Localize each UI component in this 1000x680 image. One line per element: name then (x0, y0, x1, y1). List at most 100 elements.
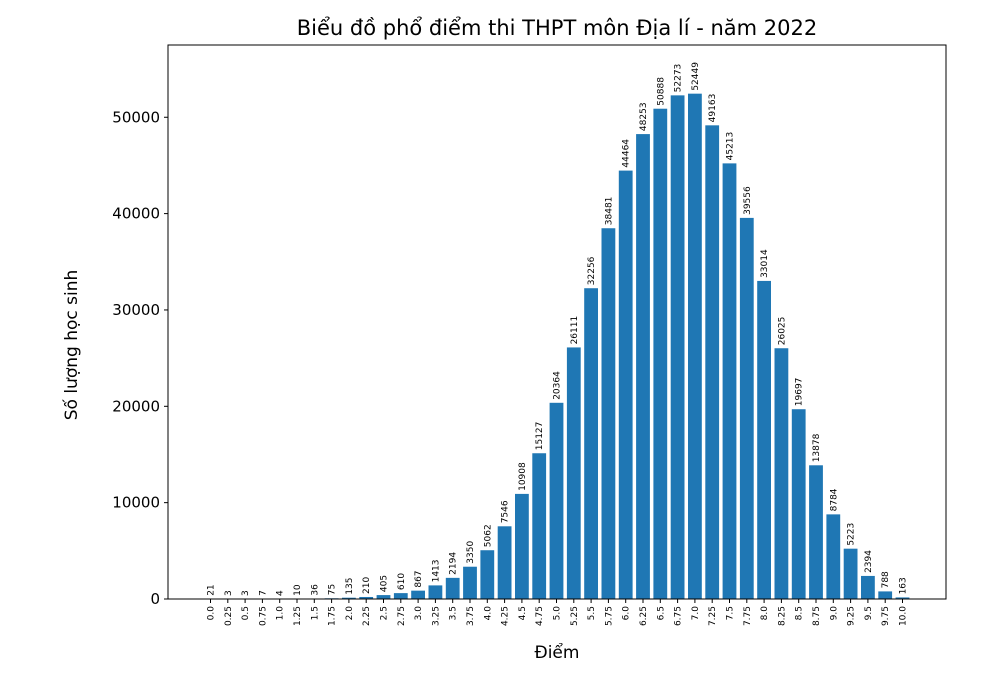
bar (705, 125, 720, 599)
data-label: 135 (345, 578, 355, 595)
bar (601, 228, 616, 600)
x-tick-label: 2.0 (345, 606, 355, 621)
x-tick-label: 1.25 (293, 606, 303, 626)
x-tick-label: 4.0 (483, 606, 493, 621)
chart-title: Biểu đồ phổ điểm thi THPT môn Địa lí - n… (297, 16, 818, 40)
data-label: 38481 (604, 197, 614, 226)
x-tick-label: 5.75 (604, 606, 614, 626)
y-tick-label: 20000 (112, 397, 160, 415)
x-tick-label: 4.75 (535, 606, 545, 626)
bar (480, 550, 495, 599)
data-label: 15127 (535, 422, 545, 451)
x-tick-label: 5.0 (553, 606, 563, 621)
x-tick-label: 2.5 (380, 606, 390, 620)
data-label: 44464 (622, 139, 632, 168)
x-tick-label: 6.75 (674, 606, 684, 626)
x-tick-label: 2.25 (362, 606, 372, 626)
bar (566, 347, 581, 599)
data-label: 5062 (483, 524, 493, 547)
data-label: 10 (293, 584, 303, 596)
bar (497, 526, 512, 599)
data-label: 3 (241, 590, 251, 596)
data-label: 10908 (518, 462, 528, 491)
x-tick-label: 6.25 (639, 606, 649, 626)
x-tick-label: 0.5 (241, 606, 251, 620)
bar (809, 465, 823, 599)
bar (618, 170, 633, 599)
data-label: 788 (881, 571, 891, 588)
plot-frame (167, 44, 947, 600)
x-tick-label: 8.75 (812, 606, 822, 626)
data-label: 867 (414, 570, 424, 587)
data-label: 4 (276, 590, 286, 596)
data-label: 50888 (656, 77, 666, 106)
x-tick-label: 3.25 (431, 606, 441, 626)
data-label: 13878 (812, 433, 822, 462)
data-label: 52449 (691, 62, 701, 91)
y-tick-label: 10000 (112, 494, 160, 512)
data-label: 32256 (587, 256, 597, 285)
bar (774, 348, 789, 599)
bar (584, 288, 598, 599)
x-tick-label: 8.25 (777, 606, 787, 626)
bar (670, 95, 685, 600)
data-label: 8784 (829, 488, 839, 511)
x-tick-label: 0.0 (207, 606, 217, 621)
data-label: 405 (380, 575, 390, 592)
data-label: 75 (328, 584, 338, 595)
bar (376, 595, 391, 599)
x-tick-label: 5.25 (570, 606, 580, 626)
bar (393, 593, 408, 599)
bar (688, 93, 702, 600)
x-tick-label: 9.75 (881, 606, 891, 626)
x-tick-label: 3.0 (414, 606, 424, 621)
x-tick-label: 1.0 (276, 606, 286, 621)
data-label: 7 (258, 590, 268, 596)
bar (532, 453, 547, 599)
x-tick-label: 4.25 (501, 606, 511, 626)
bar (826, 514, 841, 599)
data-label: 7546 (501, 500, 511, 523)
x-tick-label: 6.0 (622, 606, 632, 621)
x-tick-label: 1.75 (328, 606, 338, 626)
bar (739, 217, 754, 599)
data-label: 163 (899, 577, 909, 594)
data-label: 39556 (743, 186, 753, 215)
data-label: 36 (310, 584, 320, 596)
data-label: 5223 (847, 523, 857, 546)
bar (878, 591, 893, 599)
data-label: 19697 (795, 378, 805, 407)
bar (843, 548, 858, 599)
y-tick-label: 50000 (112, 108, 160, 126)
x-tick-label: 0.25 (224, 606, 234, 626)
x-tick-label: 8.5 (795, 606, 805, 620)
data-label: 3350 (466, 541, 476, 564)
x-tick-label: 4.5 (518, 606, 528, 620)
data-labels-group: 21 3 3 7 4 10 36 75 135 210 405 610 867 1413 2194 3350 5… (207, 62, 909, 596)
bar (445, 577, 460, 599)
x-tick-label: 9.25 (847, 606, 857, 626)
y-tick-label: 40000 (112, 205, 160, 223)
data-label: 45213 (726, 132, 736, 161)
data-label: 52273 (674, 64, 684, 93)
data-label: 21 (207, 584, 217, 595)
bar (722, 163, 737, 599)
x-tick-label: 9.0 (829, 606, 839, 621)
data-label: 49163 (708, 94, 718, 123)
x-tick-label: 7.75 (743, 606, 753, 626)
data-label: 33014 (760, 249, 770, 278)
bar (515, 493, 529, 599)
x-tick-label: 0.75 (258, 606, 268, 626)
x-tick-label: 7.0 (691, 606, 701, 621)
y-axis-label: Số lượng học sinh (61, 270, 82, 421)
bar (428, 585, 443, 599)
x-tick-label: 5.5 (587, 606, 597, 620)
bar (359, 596, 374, 599)
x-axis-label: Điểm (535, 642, 580, 663)
data-label: 48253 (639, 102, 649, 131)
bars-group (203, 93, 910, 600)
data-label: 2394 (864, 550, 874, 573)
y-axis: 0 10000 20000 30000 40000 50000 (112, 108, 168, 608)
x-tick-label: 6.5 (656, 606, 666, 620)
